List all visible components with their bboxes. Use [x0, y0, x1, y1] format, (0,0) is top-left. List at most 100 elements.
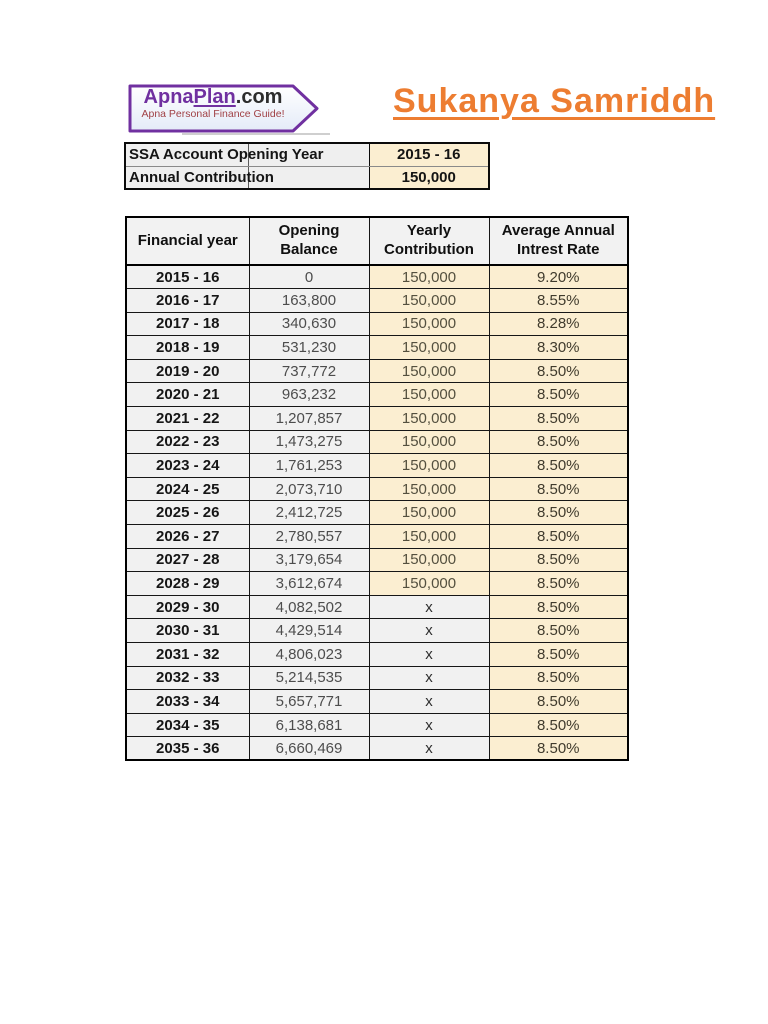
brand-wordmark: ApnaPlan.com — [133, 87, 293, 108]
financial-year-cell: 2028 - 29 — [125, 571, 250, 596]
interest-rate-cell: 8.50% — [488, 524, 629, 549]
table-row: 2015 - 16 0 150,000 9.20% — [125, 264, 629, 290]
interest-rate-cell: 8.50% — [488, 571, 629, 596]
opening-balance-cell: 2,073,710 — [248, 476, 370, 502]
table-row: 2018 - 19 531,230 150,000 8.30% — [125, 335, 629, 360]
table-row: 2024 - 25 2,073,710 150,000 8.50% — [125, 476, 629, 502]
interest-rate-cell: 8.50% — [488, 500, 629, 526]
table-row: 2025 - 26 2,412,725 150,000 8.50% — [125, 500, 629, 526]
opening-balance-cell: 3,612,674 — [248, 571, 370, 596]
interest-rate-cell: 8.55% — [488, 288, 629, 313]
opening-balance-cell: 531,230 — [248, 335, 370, 360]
yearly-contribution-cell: x — [368, 642, 490, 667]
table-row: 2031 - 32 4,806,023 x 8.50% — [125, 642, 629, 667]
table-row: 2019 - 20 737,772 150,000 8.50% — [125, 358, 629, 384]
table-row: 2028 - 29 3,612,674 150,000 8.50% — [125, 571, 629, 596]
opening-balance-cell: 5,657,771 — [248, 689, 370, 714]
account-info-row: Annual Contribution 150,000 — [125, 166, 489, 189]
opening-balance-cell: 4,806,023 — [248, 642, 370, 667]
opening-balance-cell: 1,761,253 — [248, 453, 370, 478]
yearly-contribution-cell: 150,000 — [368, 547, 490, 573]
apnaplan-logo: ApnaPlan.com Apna Personal Finance Guide… — [128, 84, 320, 133]
yearly-contribution-cell: 150,000 — [368, 335, 490, 360]
logo-text: ApnaPlan.com Apna Personal Finance Guide… — [133, 87, 293, 120]
opening-balance-cell: 2,412,725 — [248, 500, 370, 526]
financial-year-cell: 2034 - 35 — [125, 712, 250, 738]
financial-year-cell: 2035 - 36 — [125, 736, 250, 761]
ssa-projection-table: Financial year Opening Balance Yearly Co… — [125, 216, 629, 762]
table-row: 2026 - 27 2,780,557 150,000 8.50% — [125, 524, 629, 549]
table-row: 2017 - 18 340,630 150,000 8.28% — [125, 311, 629, 337]
opening-balance-cell: 0 — [248, 264, 370, 290]
table-row: 2032 - 33 5,214,535 x 8.50% — [125, 665, 629, 691]
financial-year-cell: 2016 - 17 — [125, 288, 250, 313]
financial-year-cell: 2026 - 27 — [125, 524, 250, 549]
table-row: 2021 - 22 1,207,857 150,000 8.50% — [125, 406, 629, 431]
interest-rate-cell: 8.50% — [488, 406, 629, 431]
yearly-contribution-cell: x — [368, 618, 490, 643]
financial-year-cell: 2017 - 18 — [125, 311, 250, 337]
financial-year-cell: 2023 - 24 — [125, 453, 250, 478]
yearly-contribution-cell: 150,000 — [368, 264, 490, 290]
interest-rate-cell: 8.50% — [488, 594, 629, 620]
yearly-contribution-cell: 150,000 — [368, 571, 490, 596]
table-row: 2029 - 30 4,082,502 x 8.50% — [125, 594, 629, 620]
table-row: 2023 - 24 1,761,253 150,000 8.50% — [125, 453, 629, 478]
table-body: 2015 - 16 0 150,000 9.20% 2016 - 17 163,… — [125, 264, 629, 761]
opening-balance-cell: 1,473,275 — [248, 429, 370, 455]
yearly-contribution-cell: x — [368, 665, 490, 691]
yearly-contribution-cell: 150,000 — [368, 358, 490, 384]
table-row: 2030 - 31 4,429,514 x 8.50% — [125, 618, 629, 643]
table-row: 2022 - 23 1,473,275 150,000 8.50% — [125, 429, 629, 455]
yearly-contribution-cell: 150,000 — [368, 453, 490, 478]
opening-balance-cell: 4,429,514 — [248, 618, 370, 643]
interest-rate-cell: 8.50% — [488, 358, 629, 384]
financial-year-cell: 2031 - 32 — [125, 642, 250, 667]
financial-year-cell: 2025 - 26 — [125, 500, 250, 526]
financial-year-cell: 2030 - 31 — [125, 618, 250, 643]
interest-rate-cell: 8.30% — [488, 335, 629, 360]
yearly-contribution-cell: x — [368, 689, 490, 714]
opening-balance-cell: 2,780,557 — [248, 524, 370, 549]
financial-year-cell: 2027 - 28 — [125, 547, 250, 573]
yearly-contribution-cell: 150,000 — [368, 382, 490, 408]
financial-year-cell: 2029 - 30 — [125, 594, 250, 620]
financial-year-cell: 2021 - 22 — [125, 406, 250, 431]
financial-year-cell: 2018 - 19 — [125, 335, 250, 360]
table-row: 2020 - 21 963,232 150,000 8.50% — [125, 382, 629, 408]
interest-rate-cell: 8.50% — [488, 618, 629, 643]
interest-rate-cell: 8.50% — [488, 689, 629, 714]
opening-balance-cell: 6,660,469 — [248, 736, 370, 761]
table-row: 2035 - 36 6,660,469 x 8.50% — [125, 736, 629, 761]
yearly-contribution-cell: x — [368, 712, 490, 738]
financial-year-cell: 2024 - 25 — [125, 476, 250, 502]
interest-rate-cell: 8.28% — [488, 311, 629, 337]
interest-rate-cell: 8.50% — [488, 712, 629, 738]
opening-balance-cell: 1,207,857 — [248, 406, 370, 431]
page-title: Sukanya Samriddh — [393, 82, 716, 120]
logo-tagline: Apna Personal Finance Guide! — [141, 108, 285, 120]
column-header-financial-year: Financial year — [125, 216, 250, 266]
table-row: 2033 - 34 5,657,771 x 8.50% — [125, 689, 629, 714]
opening-balance-cell: 340,630 — [248, 311, 370, 337]
brand-plan: Plan — [193, 86, 236, 108]
interest-rate-cell: 8.50% — [488, 547, 629, 573]
account-info-label: SSA Account Opening Year — [125, 143, 369, 167]
yearly-contribution-cell: x — [368, 736, 490, 761]
interest-rate-cell: 8.50% — [488, 382, 629, 408]
yearly-contribution-cell: 150,000 — [368, 311, 490, 337]
account-info-table: SSA Account Opening Year 2015 - 16 Annua… — [124, 142, 490, 190]
interest-rate-cell: 9.20% — [488, 264, 629, 290]
financial-year-cell: 2019 - 20 — [125, 358, 250, 384]
yearly-contribution-cell: 150,000 — [368, 288, 490, 313]
brand-apna: Apna — [143, 86, 194, 108]
logo-shadow — [182, 133, 330, 135]
opening-balance-cell: 5,214,535 — [248, 665, 370, 691]
yearly-contribution-cell: 150,000 — [368, 406, 490, 431]
interest-rate-cell: 8.50% — [488, 642, 629, 667]
interest-rate-cell: 8.50% — [488, 476, 629, 502]
account-info-value: 2015 - 16 — [368, 143, 489, 167]
interest-rate-cell: 8.50% — [488, 736, 629, 761]
account-info-row: SSA Account Opening Year 2015 - 16 — [125, 143, 489, 167]
